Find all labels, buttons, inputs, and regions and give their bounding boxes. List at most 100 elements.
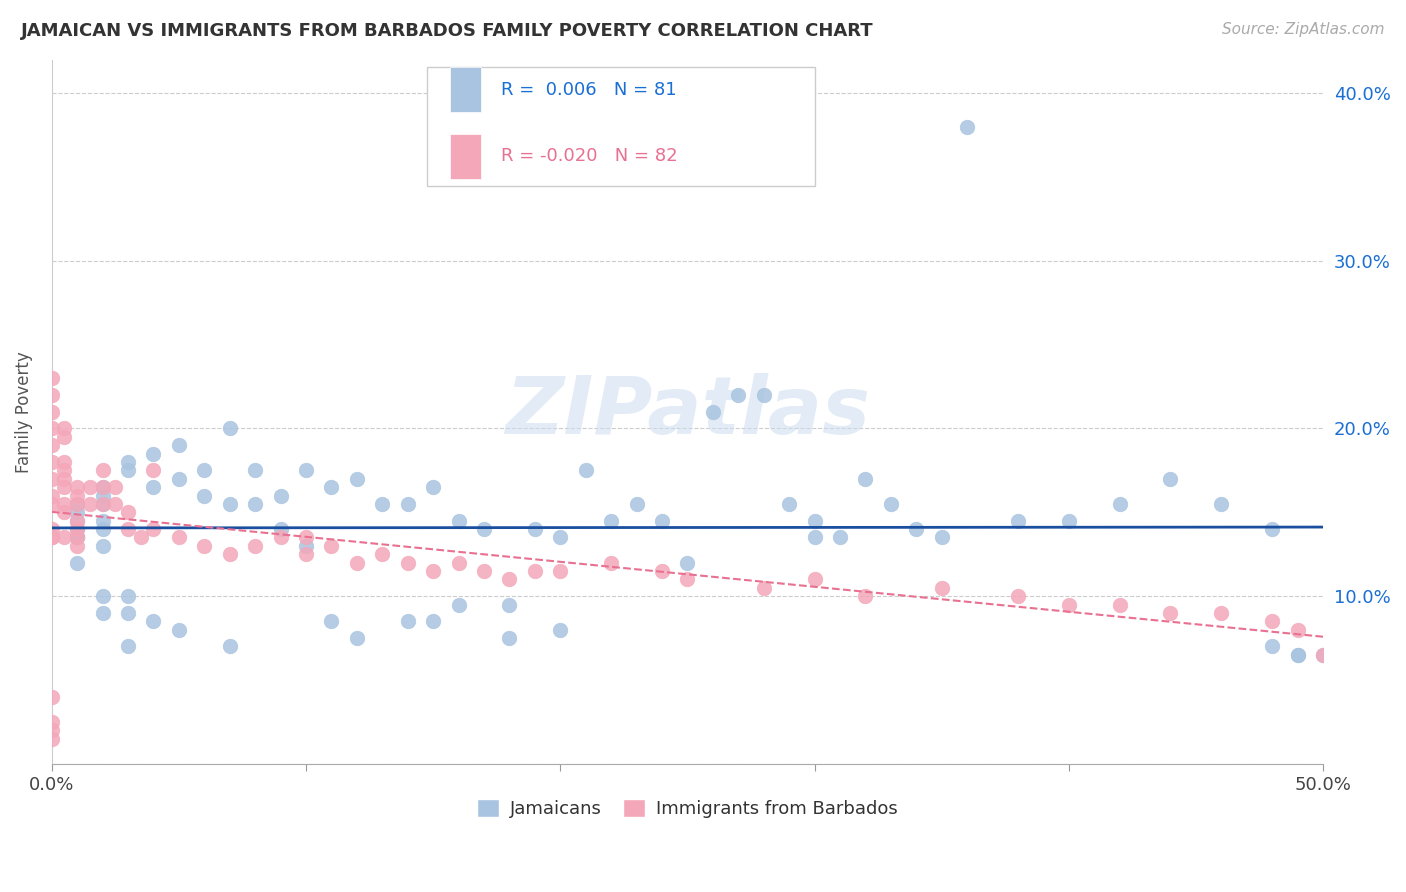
Point: [167, 438, 190, 452]
Point: [41, 472, 63, 486]
Point: [66, 497, 89, 511]
Point: [422, 615, 444, 629]
Point: [346, 472, 368, 486]
Point: [828, 531, 851, 545]
Point: [66, 489, 89, 503]
Legend: Jamaicans, Immigrants from Barbados: Jamaicans, Immigrants from Barbados: [470, 791, 904, 825]
Point: [218, 547, 240, 561]
Point: [41, 690, 63, 704]
Point: [53, 455, 76, 469]
Point: [117, 606, 139, 620]
Point: [243, 539, 266, 553]
Point: [498, 598, 520, 612]
Point: [142, 480, 165, 494]
Point: [91, 497, 114, 511]
Point: [104, 480, 127, 494]
Point: [91, 539, 114, 553]
Point: [142, 463, 165, 477]
Point: [53, 505, 76, 519]
Point: [41, 489, 63, 503]
Point: [66, 514, 89, 528]
Point: [193, 463, 215, 477]
Point: [1108, 497, 1130, 511]
Point: [167, 623, 190, 637]
Point: [472, 564, 495, 578]
Point: [53, 472, 76, 486]
Point: [651, 564, 673, 578]
Point: [1211, 606, 1233, 620]
Point: [53, 430, 76, 444]
Text: JAMAICAN VS IMMIGRANTS FROM BARBADOS FAMILY POVERTY CORRELATION CHART: JAMAICAN VS IMMIGRANTS FROM BARBADOS FAM…: [21, 22, 873, 40]
Point: [548, 623, 571, 637]
Point: [778, 497, 800, 511]
Point: [600, 514, 623, 528]
Point: [396, 497, 419, 511]
Point: [295, 463, 318, 477]
Point: [41, 421, 63, 435]
Point: [41, 531, 63, 545]
Point: [346, 631, 368, 645]
Point: [91, 606, 114, 620]
Point: [41, 371, 63, 385]
Point: [676, 556, 699, 570]
Point: [193, 539, 215, 553]
Point: [66, 531, 89, 545]
Text: R = -0.020   N = 82: R = -0.020 N = 82: [501, 147, 678, 165]
Point: [53, 497, 76, 511]
Bar: [450, 67, 481, 112]
Point: [167, 472, 190, 486]
Point: [422, 564, 444, 578]
Point: [853, 589, 876, 603]
Point: [142, 615, 165, 629]
Point: [91, 589, 114, 603]
Point: [676, 573, 699, 587]
Text: R =  0.006   N = 81: R = 0.006 N = 81: [501, 80, 676, 98]
Point: [1159, 472, 1181, 486]
Point: [91, 514, 114, 528]
Point: [41, 731, 63, 746]
Point: [853, 472, 876, 486]
Point: [117, 505, 139, 519]
Point: [53, 480, 76, 494]
Point: [104, 497, 127, 511]
Point: [447, 598, 470, 612]
Point: [41, 455, 63, 469]
Point: [548, 531, 571, 545]
Point: [167, 531, 190, 545]
Point: [270, 489, 292, 503]
Point: [447, 556, 470, 570]
Point: [243, 463, 266, 477]
Point: [371, 547, 394, 561]
Point: [41, 405, 63, 419]
Point: [321, 539, 343, 553]
Point: [523, 564, 546, 578]
Point: [91, 480, 114, 494]
Point: [142, 522, 165, 536]
Point: [91, 522, 114, 536]
Text: ZIPatlas: ZIPatlas: [505, 373, 870, 450]
Point: [752, 581, 775, 595]
Point: [1286, 623, 1309, 637]
Point: [66, 497, 89, 511]
Point: [129, 531, 152, 545]
Point: [270, 531, 292, 545]
FancyBboxPatch shape: [427, 67, 814, 186]
Point: [91, 463, 114, 477]
Point: [66, 505, 89, 519]
Point: [41, 714, 63, 729]
Point: [1057, 598, 1080, 612]
Point: [41, 497, 63, 511]
Point: [548, 564, 571, 578]
Point: [53, 463, 76, 477]
Point: [498, 573, 520, 587]
Point: [905, 522, 928, 536]
Point: [803, 514, 825, 528]
Point: [295, 531, 318, 545]
Point: [295, 539, 318, 553]
Point: [66, 514, 89, 528]
Point: [117, 640, 139, 654]
Point: [295, 547, 318, 561]
Point: [575, 463, 598, 477]
Point: [702, 405, 724, 419]
Point: [396, 615, 419, 629]
